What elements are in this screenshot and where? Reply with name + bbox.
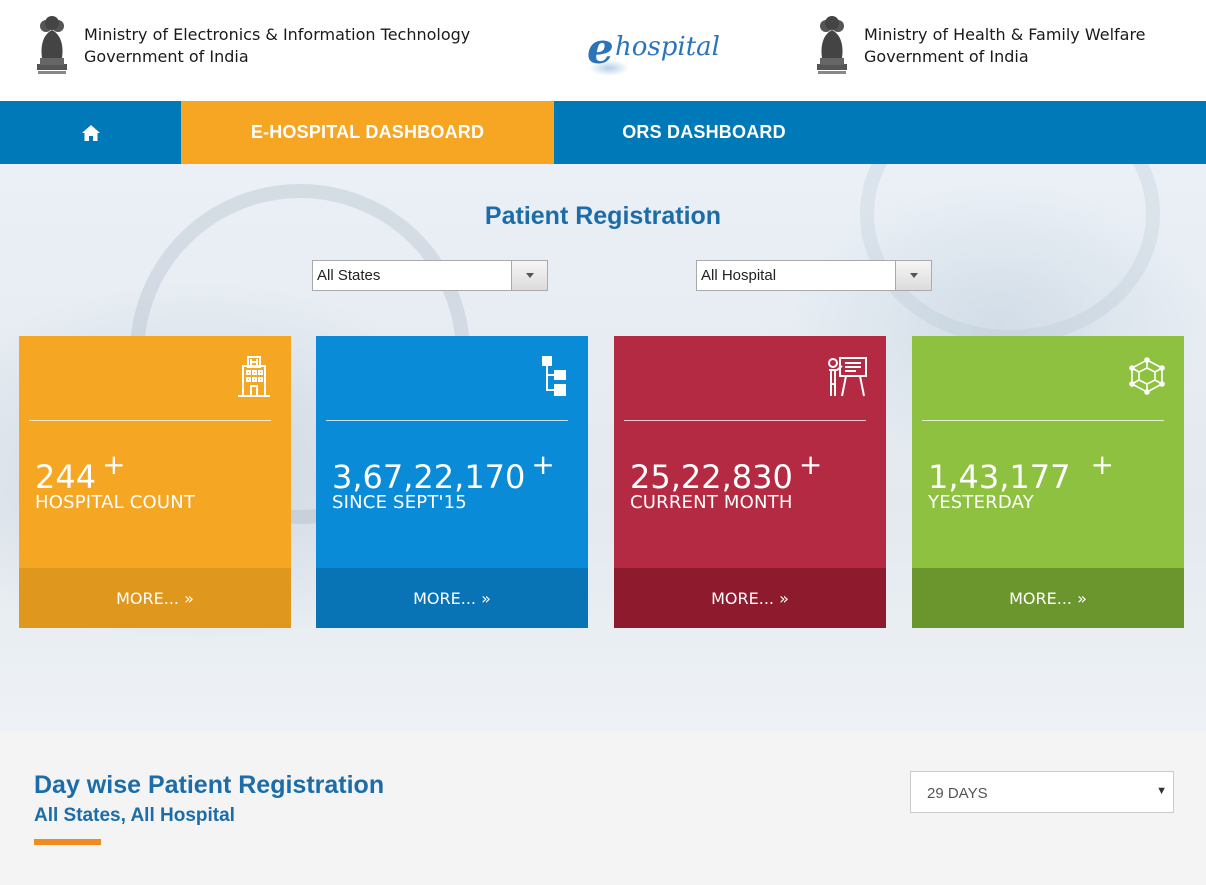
state-select-value: All States <box>317 267 381 284</box>
plus-sign: + <box>531 448 555 481</box>
mohfw-line1: Ministry of Health & Family Welfare <box>864 25 1146 44</box>
tab-ors-dashboard[interactable]: ORS DASHBOARD <box>622 122 786 142</box>
state-select[interactable]: All States <box>312 260 548 291</box>
current-month-card: 25,22,830 + CURRENT MONTH MORE... » <box>614 336 886 628</box>
flowchart-icon <box>532 354 570 398</box>
since-sept-card: 3,67,22,170 + SINCE SEPT'15 MORE... » <box>316 336 588 628</box>
hospital-select[interactable]: All Hospital <box>696 260 932 291</box>
plus-sign: + <box>798 448 823 481</box>
card-divider <box>624 420 866 421</box>
count-value: 3,67,22,170 <box>332 458 526 496</box>
more-button[interactable]: MORE... » <box>316 568 588 628</box>
card-divider <box>29 420 271 421</box>
card-label: YESTERDAY <box>928 492 1034 513</box>
more-button[interactable]: MORE... » <box>614 568 886 628</box>
plus-sign: + <box>1090 448 1114 481</box>
home-icon <box>81 124 100 141</box>
card-count: 3,67,22,170 + <box>332 446 555 496</box>
cube-network-icon <box>1128 354 1166 398</box>
patient-registration-section: Patient Registration All States All Hosp… <box>0 164 1206 731</box>
card-label: CURRENT MONTH <box>630 492 793 513</box>
more-button[interactable]: MORE... » <box>912 568 1184 628</box>
card-divider <box>326 420 568 421</box>
chevron-down-icon[interactable] <box>511 261 547 290</box>
daywise-title: Day wise Patient Registration <box>34 771 385 799</box>
days-select-value: 29 DAYS <box>927 785 988 802</box>
more-button[interactable]: MORE... » <box>19 568 291 628</box>
plus-sign: + <box>102 448 126 481</box>
hospital-select-value: All Hospital <box>701 267 777 284</box>
mohfw-ministry-name: Ministry of Health & Family Welfare Gove… <box>864 24 1146 68</box>
card-count: 244 + <box>35 446 126 496</box>
count-value: 25,22,830 <box>630 458 793 496</box>
site-header: Ministry of Electronics & Information Te… <box>0 0 1206 101</box>
card-count: 1,43,177 + <box>928 446 1114 496</box>
section-title: Patient Registration <box>484 202 722 230</box>
card-count: 25,22,830 + <box>630 446 822 496</box>
title-underline <box>34 839 101 845</box>
daywise-subtitle: All States, All Hospital <box>34 805 235 826</box>
national-emblem-icon <box>814 14 850 76</box>
hospital-count-card: 244 + HOSPITAL COUNT MORE... » <box>19 336 291 628</box>
yesterday-card: 1,43,177 + YESTERDAY MORE... » <box>912 336 1184 628</box>
daywise-registration-section: Day wise Patient Registration All States… <box>0 731 1206 885</box>
card-divider <box>922 420 1164 421</box>
meity-line2: Government of India <box>84 47 249 66</box>
ehospital-logo[interactable]: e hospital <box>585 22 725 78</box>
hospital-building-icon <box>235 354 273 398</box>
main-nav: E-HOSPITAL DASHBOARD ORS DASHBOARD <box>0 101 1206 164</box>
background-decoration <box>860 164 1160 344</box>
chevron-down-icon[interactable] <box>895 261 931 290</box>
logo-text: hospital <box>615 32 720 62</box>
logo-swoosh <box>589 60 629 76</box>
tab-ehospital-dashboard[interactable]: E-HOSPITAL DASHBOARD <box>181 101 554 164</box>
count-value: 1,43,177 <box>928 458 1071 496</box>
national-emblem-icon <box>34 14 70 76</box>
logo-letter: e <box>587 24 614 73</box>
nav-home-button[interactable] <box>0 101 181 164</box>
days-select[interactable]: 29 DAYS ▼ <box>910 771 1174 813</box>
meity-ministry-name: Ministry of Electronics & Information Te… <box>84 24 470 68</box>
caret-down-icon: ▼ <box>1156 785 1167 797</box>
count-value: 244 <box>35 458 97 496</box>
meity-line1: Ministry of Electronics & Information Te… <box>84 25 471 44</box>
presentation-board-icon <box>826 354 868 398</box>
mohfw-line2: Government of India <box>864 47 1029 66</box>
card-label: HOSPITAL COUNT <box>35 492 196 513</box>
card-label: SINCE SEPT'15 <box>332 492 467 513</box>
